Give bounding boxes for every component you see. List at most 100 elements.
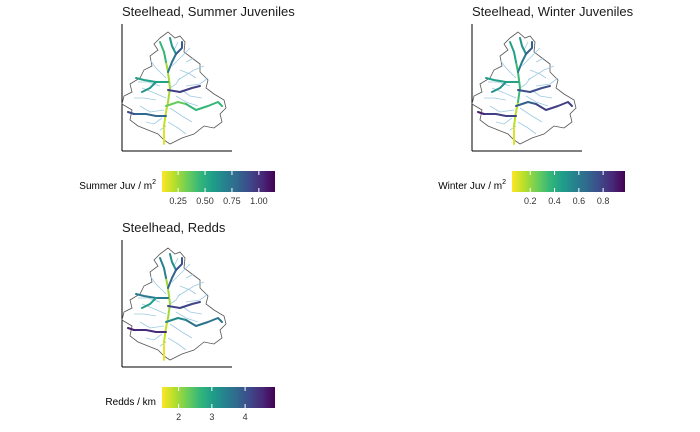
stream-reach bbox=[185, 317, 223, 327]
stream-reach bbox=[185, 101, 223, 111]
minor-stream bbox=[171, 263, 191, 283]
minor-stream bbox=[139, 105, 165, 113]
minor-stream bbox=[169, 107, 193, 123]
stream-reach bbox=[133, 113, 167, 117]
minor-stream bbox=[185, 77, 209, 87]
minor-stream bbox=[139, 321, 165, 329]
stream-reach bbox=[517, 53, 527, 73]
legend-title: Redds / km bbox=[105, 397, 156, 408]
stream-reach bbox=[175, 41, 183, 55]
stream-reach bbox=[141, 81, 157, 93]
legend-tick-label: 0.25 bbox=[169, 196, 187, 206]
minor-stream bbox=[531, 89, 553, 99]
minor-stream bbox=[149, 275, 167, 295]
stream-reach bbox=[525, 41, 533, 55]
minor-stream bbox=[179, 285, 197, 295]
minor-stream bbox=[138, 297, 161, 303]
stream-reach bbox=[165, 277, 171, 319]
minor-stream bbox=[167, 337, 187, 351]
minor-stream bbox=[488, 81, 511, 87]
minor-stream bbox=[185, 57, 195, 63]
minor-stream bbox=[177, 281, 205, 297]
legend-colorbar bbox=[162, 171, 275, 192]
stream-reach bbox=[509, 41, 517, 63]
minor-stream bbox=[517, 121, 537, 135]
stream-reach bbox=[515, 61, 521, 103]
legend-tick-label: 0.2 bbox=[524, 196, 537, 206]
minor-stream bbox=[523, 41, 529, 51]
map-title: Steelhead, Redds bbox=[122, 220, 226, 235]
stream-reach bbox=[167, 269, 177, 289]
minor-stream bbox=[134, 97, 157, 101]
stream-reach bbox=[477, 111, 485, 115]
minor-stream bbox=[173, 257, 179, 267]
minor-stream bbox=[167, 121, 187, 135]
minor-stream bbox=[529, 69, 547, 79]
map-svg: 0.2 0.4 0.6 0.8 Winter Juv / m2 bbox=[438, 24, 625, 206]
legend-tick-label: 4 bbox=[243, 412, 248, 422]
legend-tick-label: 2 bbox=[176, 412, 181, 422]
stream-reach bbox=[175, 257, 183, 271]
stream-reach bbox=[165, 101, 187, 107]
minor-stream bbox=[185, 293, 209, 303]
minor-stream bbox=[138, 81, 161, 87]
stream-reach bbox=[491, 81, 507, 93]
stream-reach bbox=[133, 329, 167, 333]
stream-reach bbox=[169, 253, 177, 271]
stream-reach bbox=[159, 257, 167, 279]
stream-reach bbox=[159, 41, 167, 63]
minor-stream bbox=[169, 323, 193, 339]
legend-colorbar bbox=[162, 387, 275, 408]
stream-reach bbox=[167, 301, 201, 309]
panel-summer-juveniles: Steelhead, Summer Juveniles 0.25 0.50 0.75… bbox=[0, 0, 350, 216]
stream-reach bbox=[169, 37, 177, 55]
minor-stream bbox=[181, 305, 203, 315]
map-svg: 2 3 4 Redds / km bbox=[105, 240, 275, 422]
panel-redds: Steelhead, Redds 2 3 4 Redds / km bbox=[0, 216, 350, 432]
stream-reach bbox=[167, 85, 201, 93]
stream-reach bbox=[127, 327, 135, 331]
minor-stream bbox=[519, 77, 531, 89]
minor-stream bbox=[535, 77, 559, 87]
minor-stream bbox=[169, 293, 181, 305]
minor-stream bbox=[169, 77, 181, 89]
stream-reach bbox=[165, 317, 187, 323]
stream-reach bbox=[165, 61, 171, 103]
legend-title: Winter Juv / m2 bbox=[438, 179, 506, 192]
minor-stream bbox=[484, 97, 507, 101]
legend-tick-label: 0.8 bbox=[597, 196, 610, 206]
stream-reach bbox=[517, 85, 551, 93]
stream-reach bbox=[127, 111, 135, 115]
minor-stream bbox=[527, 65, 555, 81]
stream-reach bbox=[519, 37, 527, 55]
legend-tick-label: 0.4 bbox=[548, 196, 561, 206]
stream-reach bbox=[485, 77, 519, 83]
minor-stream bbox=[175, 311, 199, 323]
minor-stream bbox=[181, 89, 203, 99]
minor-stream bbox=[171, 47, 191, 67]
minor-stream bbox=[175, 95, 199, 107]
map-title: Steelhead, Winter Juveniles bbox=[472, 4, 634, 19]
minor-stream bbox=[134, 313, 157, 317]
stream-reach bbox=[483, 113, 517, 117]
panel-winter-juveniles: Steelhead, Winter Juveniles 0.2 0.4 0.6 0.8… bbox=[350, 0, 700, 216]
minor-stream bbox=[185, 273, 195, 279]
stream-reach bbox=[535, 101, 573, 111]
stream-reach bbox=[135, 293, 169, 299]
minor-stream bbox=[179, 69, 197, 79]
minor-stream bbox=[149, 59, 167, 79]
minor-stream bbox=[495, 117, 513, 125]
minor-stream bbox=[535, 57, 545, 63]
minor-stream bbox=[173, 41, 179, 51]
minor-stream bbox=[145, 117, 163, 125]
stream-reach bbox=[135, 77, 169, 83]
legend-title: Summer Juv / m2 bbox=[79, 179, 156, 192]
minor-stream bbox=[499, 59, 517, 79]
legend-tick-label: 0.75 bbox=[223, 196, 241, 206]
minor-stream bbox=[525, 95, 549, 107]
stream-reach bbox=[141, 297, 157, 309]
stream-reach bbox=[167, 53, 177, 73]
minor-stream bbox=[177, 65, 205, 81]
minor-stream bbox=[489, 105, 515, 113]
legend-tick-label: 0.6 bbox=[573, 196, 586, 206]
